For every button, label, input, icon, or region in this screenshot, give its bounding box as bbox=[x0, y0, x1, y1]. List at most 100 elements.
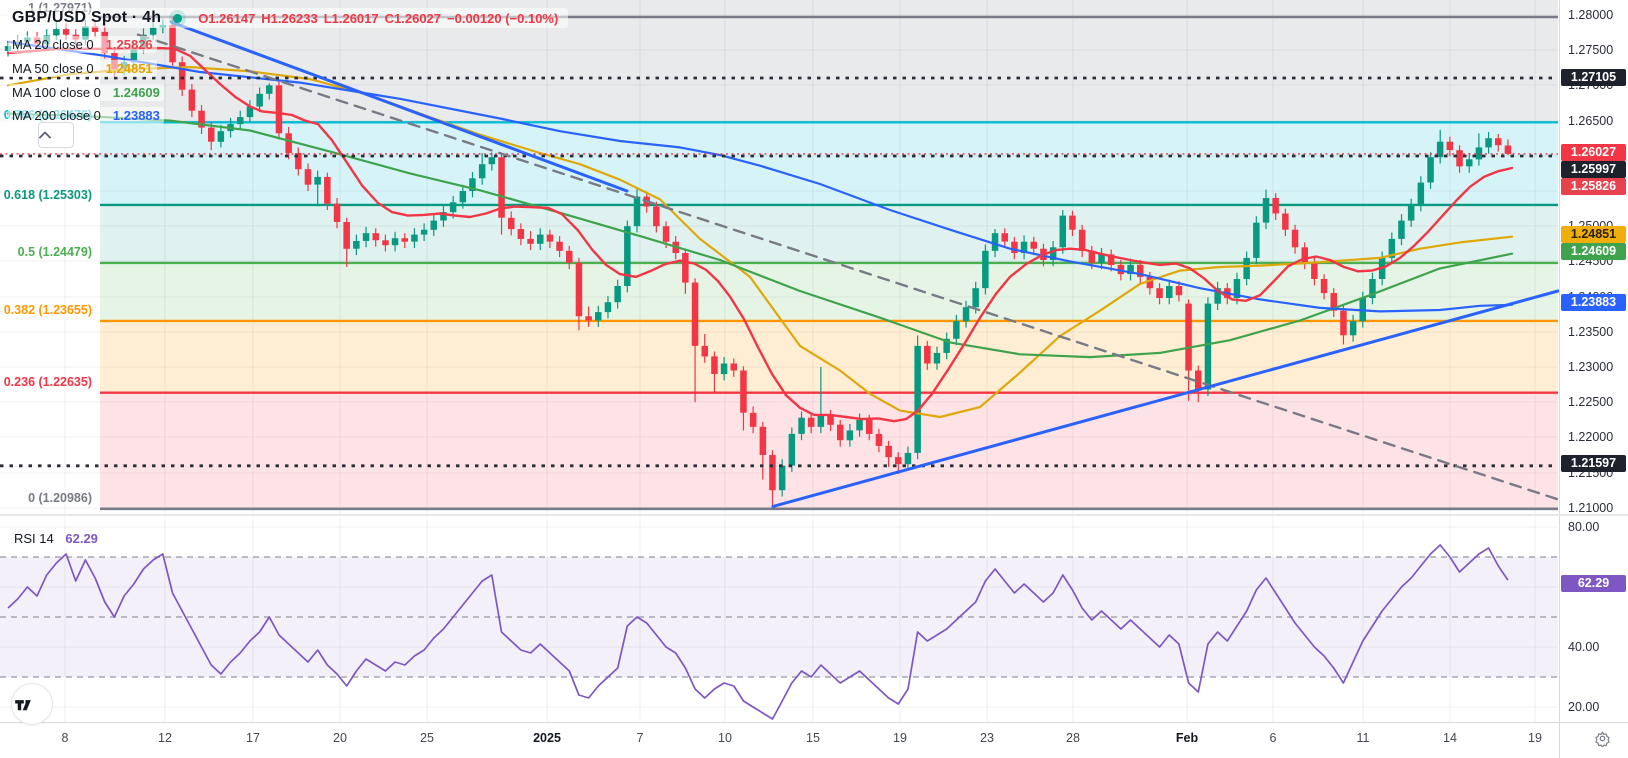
fib-label-0: 0 (1.20986) bbox=[28, 491, 92, 505]
candle-body bbox=[846, 430, 854, 441]
candle-body bbox=[459, 191, 467, 203]
ma-200-label: MA 200 close 0 bbox=[12, 108, 101, 123]
legend-ma-20[interactable]: MA 20 close 0 1.25826 bbox=[8, 36, 157, 53]
candle-body bbox=[972, 288, 979, 308]
candle-body bbox=[1340, 310, 1347, 336]
candle-body bbox=[178, 62, 186, 90]
candle-body bbox=[933, 352, 941, 364]
descending-dashed-trendline[interactable] bbox=[136, 33, 1560, 501]
rsi-badge: 62.29 bbox=[1561, 575, 1626, 592]
legend-ma-50[interactable]: MA 50 close 0 1.24851 bbox=[8, 60, 157, 77]
candle-body bbox=[595, 312, 602, 321]
candle-body bbox=[372, 233, 379, 241]
time-label-19[interactable]: 19 bbox=[893, 731, 907, 745]
candle-body bbox=[614, 286, 621, 303]
candle-body bbox=[807, 417, 815, 427]
candle-body bbox=[633, 196, 641, 227]
candle-body bbox=[682, 253, 689, 283]
price-tick-1.23500: 1.23500 bbox=[1568, 325, 1614, 339]
candle-body bbox=[1069, 215, 1076, 230]
candle-body bbox=[953, 321, 960, 339]
ascending-blue-trendline[interactable] bbox=[771, 289, 1560, 508]
legend-ma-200[interactable]: MA 200 close 0 1.23883 bbox=[8, 107, 164, 124]
time-label-19[interactable]: 19 bbox=[1528, 731, 1542, 745]
candle-body bbox=[1417, 182, 1425, 206]
candle-body bbox=[237, 117, 244, 125]
time-label-2025[interactable]: 2025 bbox=[533, 731, 561, 745]
price-badge-1.21597: 1.21597 bbox=[1561, 455, 1626, 472]
price-badge-1.24609: 1.24609 bbox=[1561, 243, 1626, 260]
candle-body bbox=[266, 85, 273, 94]
candle-body bbox=[1369, 279, 1376, 298]
candle-body bbox=[198, 110, 205, 128]
time-label-17[interactable]: 17 bbox=[246, 731, 260, 745]
tradingview-logo[interactable] bbox=[11, 683, 53, 725]
candle-body bbox=[1127, 264, 1134, 275]
price-tick-1.27500: 1.27500 bbox=[1568, 43, 1614, 57]
data-source-dot-icon[interactable] bbox=[173, 13, 183, 23]
rsi-line[interactable] bbox=[7, 544, 1509, 720]
pane-divider[interactable] bbox=[0, 514, 1628, 516]
candle-body bbox=[420, 229, 428, 235]
candle-body bbox=[1088, 250, 1096, 263]
price-tick-1.26500: 1.26500 bbox=[1568, 114, 1614, 128]
candle-body bbox=[498, 157, 505, 218]
ma50-line[interactable] bbox=[6, 65, 1514, 419]
ohlc-high: H1.26233 bbox=[261, 10, 318, 26]
candle-body bbox=[1253, 222, 1260, 258]
candle-body bbox=[914, 345, 921, 453]
time-label-Feb[interactable]: Feb bbox=[1175, 731, 1199, 745]
rsi-value: 62.29 bbox=[65, 531, 98, 546]
price-tick-1.22500: 1.22500 bbox=[1568, 395, 1614, 409]
descending-blue-trendline[interactable] bbox=[169, 20, 629, 193]
time-label-8[interactable]: 8 bbox=[61, 731, 69, 745]
time-label-14[interactable]: 14 bbox=[1443, 731, 1457, 745]
candle-body bbox=[604, 302, 612, 313]
ma-100-label: MA 100 close 0 bbox=[12, 85, 101, 100]
candle-body bbox=[769, 455, 776, 491]
candle-body bbox=[730, 363, 737, 371]
candle-body bbox=[662, 226, 670, 242]
candle-body bbox=[1117, 264, 1125, 275]
candle-body bbox=[1301, 247, 1308, 263]
ma200-line[interactable] bbox=[6, 40, 1514, 313]
time-label-28[interactable]: 28 bbox=[1066, 731, 1080, 745]
candle-body bbox=[411, 234, 418, 242]
candle-body bbox=[333, 203, 341, 222]
time-label-15[interactable]: 15 bbox=[806, 731, 820, 745]
candle-body bbox=[285, 133, 292, 153]
price-pane[interactable] bbox=[0, 0, 1560, 516]
candle-body bbox=[1049, 247, 1057, 260]
candle-body bbox=[1204, 303, 1212, 390]
candle-body bbox=[1349, 321, 1357, 336]
time-label-7[interactable]: 7 bbox=[636, 731, 644, 745]
ohlc-close: C1.26027 bbox=[384, 10, 442, 26]
time-label-25[interactable]: 25 bbox=[420, 731, 434, 745]
candle-body bbox=[653, 206, 660, 227]
rsi-pane[interactable] bbox=[0, 516, 1560, 722]
collapse-legend-button[interactable] bbox=[38, 122, 74, 148]
candle-body bbox=[343, 222, 350, 249]
time-label-6[interactable]: 6 bbox=[1269, 731, 1277, 745]
symbol-title[interactable]: GBP/USD Spot · 4h bbox=[12, 9, 162, 26]
fib-label-0.618: 0.618 (1.25303) bbox=[3, 188, 92, 202]
candle-body bbox=[527, 238, 534, 244]
ohlc-low: L1.26017 bbox=[323, 10, 379, 26]
price-badge-1.23883: 1.23883 bbox=[1561, 294, 1626, 311]
price-axis[interactable] bbox=[1560, 0, 1628, 722]
time-label-10[interactable]: 10 bbox=[718, 731, 732, 745]
symbol-legend[interactable]: GBP/USD Spot · 4h O1.26147 H1.26233 L1.260… bbox=[8, 8, 569, 28]
time-label-12[interactable]: 12 bbox=[158, 731, 172, 745]
candle-body bbox=[1166, 286, 1173, 298]
time-label-20[interactable]: 20 bbox=[333, 731, 347, 745]
candle-body bbox=[256, 93, 263, 107]
ma20-line[interactable] bbox=[6, 46, 1514, 423]
time-label-23[interactable]: 23 bbox=[980, 731, 994, 745]
time-label-11[interactable]: 11 bbox=[1356, 731, 1370, 745]
candle-body bbox=[188, 89, 196, 111]
rsi-legend[interactable]: RSI 14 62.29 bbox=[10, 530, 102, 547]
candle-body bbox=[149, 27, 157, 35]
ma100-line[interactable] bbox=[6, 112, 1514, 359]
candle-body bbox=[904, 452, 912, 465]
legend-ma-100[interactable]: MA 100 close 0 1.24609 bbox=[8, 84, 164, 101]
